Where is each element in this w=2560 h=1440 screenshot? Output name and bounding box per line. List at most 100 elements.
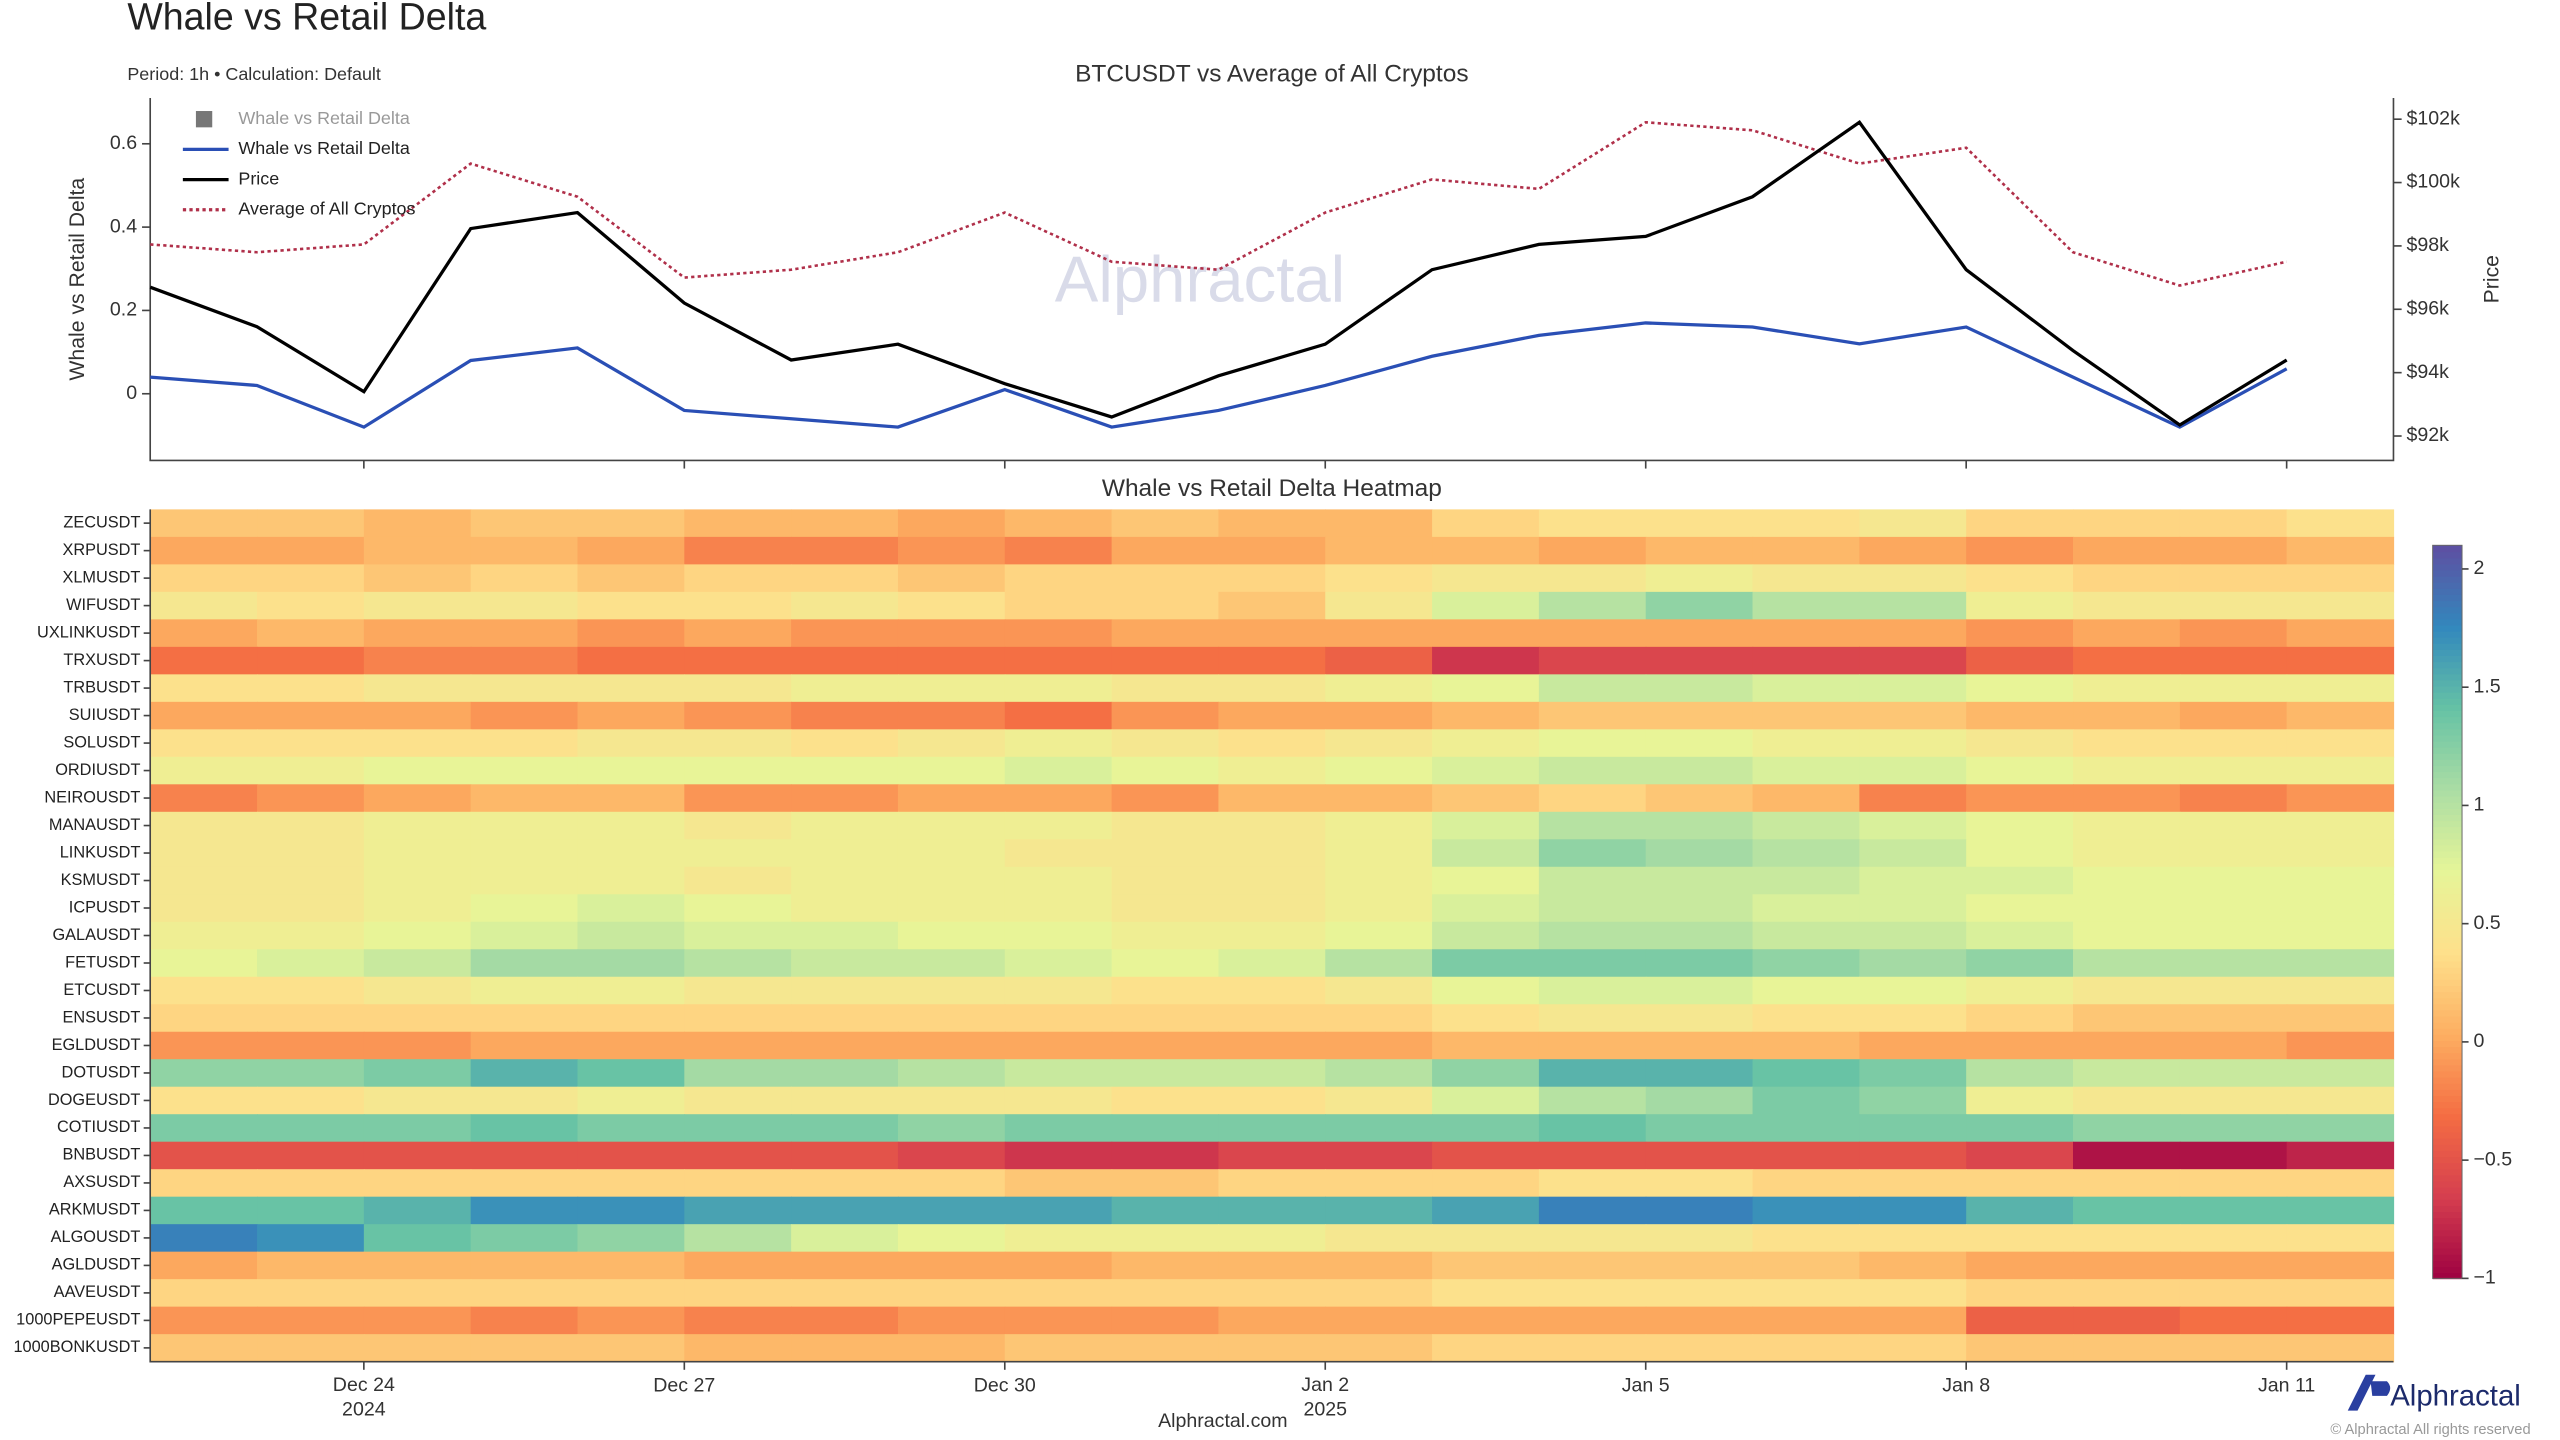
heatmap-cell xyxy=(577,536,685,566)
x-tick-label: Dec 30 xyxy=(974,1374,1036,1396)
heatmap-cell xyxy=(2179,1224,2288,1253)
heatmap-cell xyxy=(470,1224,579,1253)
heatmap-cell xyxy=(1538,674,1647,703)
heatmap-cell xyxy=(1111,674,1220,703)
colorbar-band xyxy=(2432,838,2463,846)
heatmap-cell xyxy=(1218,1224,1326,1253)
heatmap-cell xyxy=(1859,564,1967,593)
x-tick-label: Jan 11 xyxy=(2258,1374,2315,1396)
heatmap-cell xyxy=(1432,701,1540,730)
heatmap-cell xyxy=(363,674,472,703)
colorbar-band xyxy=(2432,606,2463,614)
heatmap-cell xyxy=(1538,619,1647,648)
colorbar-band xyxy=(2432,588,2463,595)
heatmap-cell xyxy=(1325,701,1433,730)
heatmap-cell xyxy=(684,564,792,593)
heatmap-cell xyxy=(363,784,472,813)
colorbar-band xyxy=(2432,783,2463,791)
heatmap-cell xyxy=(577,839,685,868)
heatmap-cell xyxy=(150,1196,258,1225)
heatmap-cell xyxy=(577,756,685,785)
colorbar-band xyxy=(2432,575,2463,583)
heatmap-cell xyxy=(470,1086,579,1115)
heatmap-cell xyxy=(1752,509,1861,538)
heatmap-cell xyxy=(791,619,899,648)
colorbar-band xyxy=(2432,905,2463,913)
heatmap-cell xyxy=(2286,564,2395,593)
heatmap-cell xyxy=(1432,976,1540,1005)
colorbar-band xyxy=(2432,581,2463,589)
y-tick-label: 0.6 xyxy=(110,132,137,154)
heatmap-cell xyxy=(684,701,792,730)
heatmap-cell xyxy=(1752,1004,1861,1033)
heatmap-cell xyxy=(2073,729,2181,758)
heatmap-cell xyxy=(1432,894,1540,923)
heatmap-cell xyxy=(897,1114,1006,1143)
heatmap-cell xyxy=(257,509,365,538)
heatmap-cell xyxy=(2073,949,2181,978)
heatmap-cell xyxy=(791,1059,899,1088)
colorbar-band xyxy=(2432,1021,2463,1029)
colorbar-band xyxy=(2432,759,2463,767)
colorbar-band xyxy=(2432,1052,2463,1060)
heatmap-cell xyxy=(1218,1169,1326,1198)
heatmap-cell xyxy=(1111,1141,1220,1170)
colorbar-band xyxy=(2432,1241,2463,1249)
heatmap-cell xyxy=(897,921,1006,950)
heatmap-cell xyxy=(2073,564,2181,593)
heatmap-cell xyxy=(1538,1141,1647,1170)
heatmap-cell xyxy=(257,1224,365,1253)
heatmap-cell xyxy=(1432,1196,1540,1225)
colorbar-band xyxy=(2432,673,2463,681)
colorbar-band xyxy=(2432,869,2463,876)
heatmap-cell xyxy=(1432,1251,1540,1280)
colorbar-band xyxy=(2432,1125,2463,1133)
colorbar-band xyxy=(2432,716,2463,724)
x-tick-label: Jan 8 xyxy=(1942,1374,1990,1396)
y-tick-label: NEIROUSDT xyxy=(44,788,140,806)
heatmap-cell xyxy=(1111,949,1220,978)
heatmap-cell xyxy=(791,811,899,840)
heatmap-cell xyxy=(257,729,365,758)
heatmap-cell xyxy=(1966,536,2074,566)
heatmap-cell xyxy=(470,619,579,648)
heatmap-cell xyxy=(257,949,365,978)
heatmap-cell xyxy=(2286,784,2395,813)
heatmap-cell xyxy=(1859,1279,1967,1308)
heatmap-cell xyxy=(897,1224,1006,1253)
heatmap-cell xyxy=(1004,784,1113,813)
heatmap-cell xyxy=(150,1086,258,1115)
heatmap-cell xyxy=(1218,1251,1326,1280)
heatmap-cell xyxy=(1966,976,2074,1005)
heatmap-cell xyxy=(257,701,365,730)
heatmap-cell xyxy=(2286,1224,2395,1253)
heatmap-cell xyxy=(1966,866,2074,895)
heatmap-cell xyxy=(470,509,579,538)
heatmap-cell xyxy=(1004,976,1113,1005)
colorbar-band xyxy=(2432,1027,2463,1035)
heatmap-cell xyxy=(1859,949,1967,978)
heatmap-cell xyxy=(684,1059,792,1088)
heatmap-cell xyxy=(2073,1059,2181,1088)
heatmap-cell xyxy=(791,509,899,538)
colorbar-band xyxy=(2432,777,2463,785)
heatmap-cell xyxy=(363,1114,472,1143)
heatmap-cell xyxy=(1218,921,1326,950)
axis-frame xyxy=(149,97,2395,462)
heatmap-cell xyxy=(1538,564,1647,593)
heatmap-cell xyxy=(2179,1196,2288,1225)
colorbar-tick-label: −0.5 xyxy=(2473,1148,2512,1170)
colorbar-band xyxy=(2432,728,2463,736)
heatmap-cell xyxy=(150,564,258,593)
heatmap-cell xyxy=(577,894,685,923)
heatmap-cell xyxy=(470,1251,579,1280)
colorbar-band xyxy=(2432,875,2463,883)
heatmap-cell xyxy=(150,1334,258,1363)
colorbar-band xyxy=(2432,1046,2463,1054)
colorbar-band xyxy=(2432,1253,2463,1261)
heatmap-cell xyxy=(2179,536,2288,566)
heatmap-cell xyxy=(363,701,472,730)
heatmap-cell xyxy=(1432,784,1540,813)
y2-tick-label: $94k xyxy=(2407,361,2450,383)
heatmap-cell xyxy=(1432,1031,1540,1060)
